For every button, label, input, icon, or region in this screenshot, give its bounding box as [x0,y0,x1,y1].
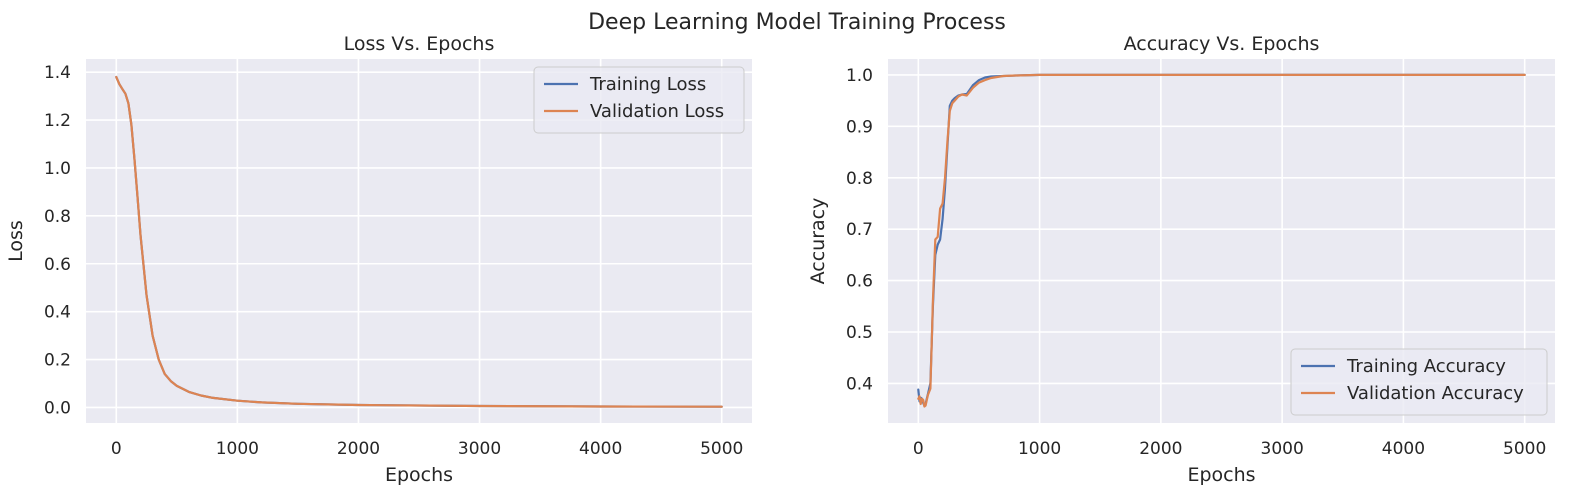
legend-box [1290,348,1548,416]
y-tick-label: 0.8 [44,207,71,227]
y-axis-label: Accuracy [807,198,829,285]
tick-labels: 0 1000 2000 3000 4000 5000 0.0 0.2 0.4 0.6 0.8 1.0 1… [44,63,743,459]
x-tick-label: 0 [913,439,924,459]
x-axis-label: Epochs [385,464,453,486]
x-axis-label: Epochs [1187,464,1255,486]
y-tick-label: 1.4 [44,63,71,83]
y-tick-label: 0.5 [846,323,873,343]
x-tick-label: 4000 [1382,439,1425,459]
y-tick-label: 0.8 [846,169,873,189]
tick-labels: 0 1000 2000 3000 4000 5000 0.4 0.5 0.6 0.7 0.8 0.9 1… [846,66,1546,459]
y-tick-label: 0.7 [846,220,873,240]
legend-box [533,66,745,134]
chart-title: Accuracy Vs. Epochs [1124,33,1320,55]
x-tick-label: 2000 [1139,439,1182,459]
y-tick-label: 0.6 [846,272,873,292]
y-tick-label: 0.6 [44,255,71,275]
x-tick-label: 5000 [1503,439,1546,459]
y-tick-label: 0.0 [44,398,71,418]
x-tick-label: 2000 [337,439,380,459]
y-tick-label: 1.2 [44,111,71,131]
x-tick-label: 1000 [216,439,259,459]
grid-lines [86,59,752,423]
legend-label: Training Accuracy [1346,356,1506,377]
x-tick-label: 5000 [700,439,743,459]
x-tick-label: 3000 [1261,439,1304,459]
series-lines [917,73,1526,408]
loss-chart: 0 1000 2000 3000 4000 5000 0.0 0.2 0.4 0.6 0.8 1.0 1… [5,33,752,486]
series-line-validation-accuracy [917,73,1526,408]
x-tick-label: 3000 [458,439,501,459]
figure-title: Deep Learning Model Training Process [588,10,1006,35]
accuracy-chart: 0 1000 2000 3000 4000 5000 0.4 0.5 0.6 0.7 0.8 0.9 1… [807,33,1555,486]
y-tick-label: 1.0 [44,159,71,179]
legend-label: Validation Accuracy [1347,383,1524,404]
y-tick-label: 0.4 [44,303,71,323]
y-tick-label: 0.2 [44,351,71,371]
y-tick-label: 1.0 [846,66,873,86]
grid-lines [888,59,1555,423]
y-tick-label: 0.4 [846,374,873,394]
x-tick-label: 0 [111,439,122,459]
legend-label: Training Loss [589,74,706,95]
chart-title: Loss Vs. Epochs [344,33,495,55]
x-tick-label: 1000 [1018,439,1061,459]
y-axis-label: Loss [5,220,27,262]
y-tick-label: 0.9 [846,117,873,137]
series-line-validation-loss [115,75,723,408]
legend: Training Accuracy Validation Accuracy [1290,348,1548,416]
x-tick-label: 4000 [579,439,622,459]
legend-label: Validation Loss [590,101,724,122]
legend: Training Loss Validation Loss [533,66,745,134]
series-lines [115,75,723,408]
